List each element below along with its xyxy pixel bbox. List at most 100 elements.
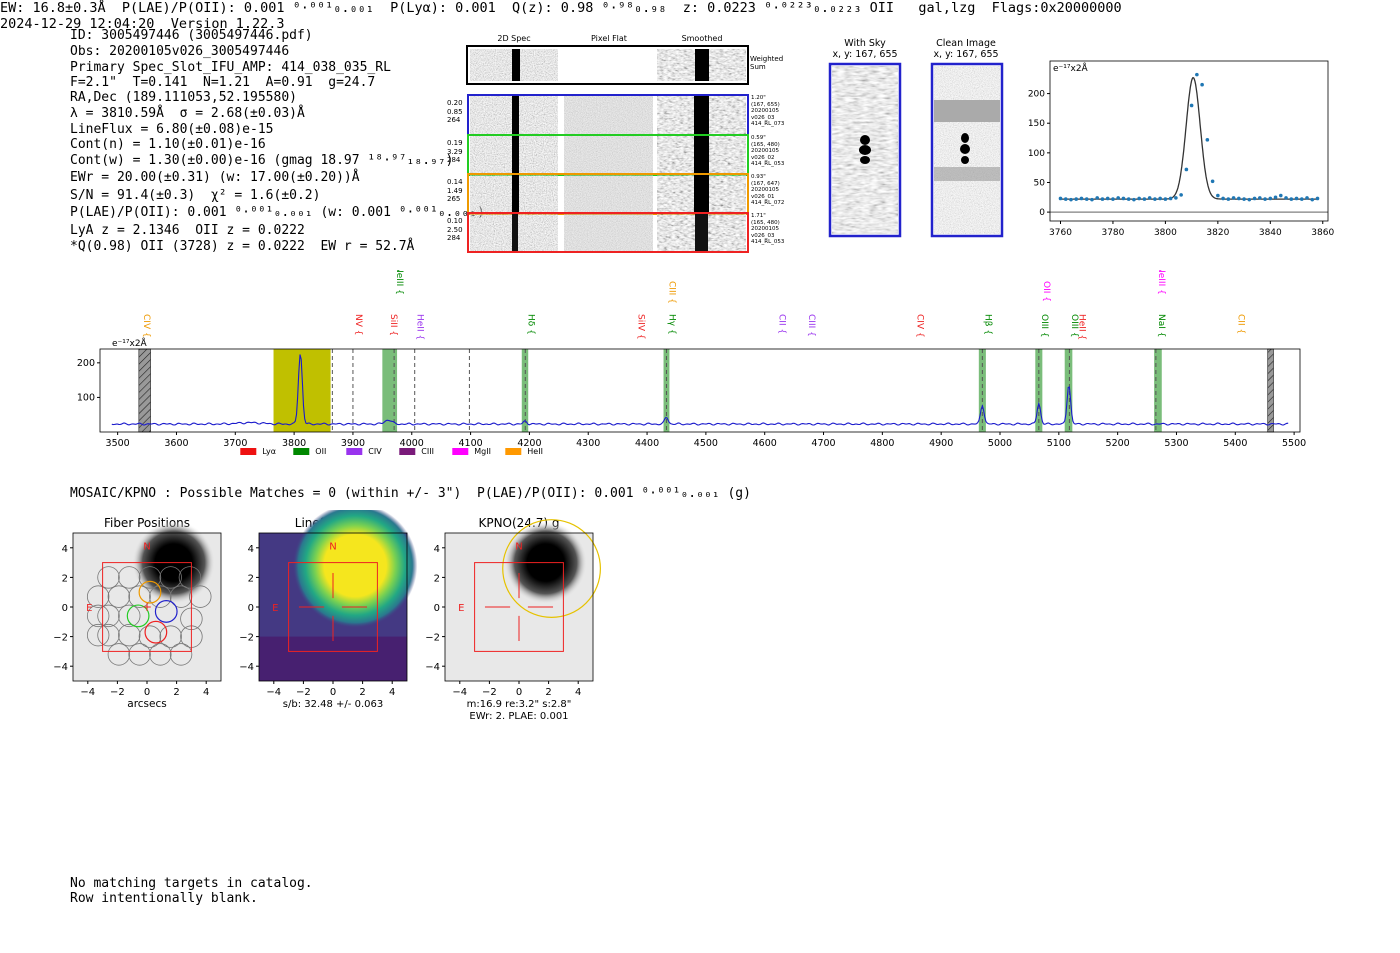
fiber-circle — [86, 585, 110, 608]
zoom-data-point — [1158, 196, 1162, 201]
legend-swatch — [399, 448, 416, 455]
spectral-line-label: CIII { — [806, 314, 816, 337]
panel-xtick-label: 4 — [575, 687, 581, 698]
zoom-data-point — [1163, 197, 1168, 201]
zoom-data-point — [1121, 196, 1126, 201]
spectral-line-label: NeIII { — [1156, 270, 1166, 295]
weighted-smoothed-trace — [695, 49, 709, 81]
zoom-data-point — [1116, 196, 1120, 200]
header-datetime: 2024-12-29 12:04:20 — [0, 16, 155, 32]
fiber-circle — [189, 585, 212, 608]
with-sky-title: With Sky x, y: 167, 655 — [832, 38, 898, 60]
spec-xtick-label: 3500 — [106, 438, 130, 449]
zoom-data-point — [1284, 196, 1288, 200]
spectral-line-label: CIII { — [666, 281, 676, 304]
fiber-circle — [128, 643, 151, 666]
aperture-ellipse — [502, 519, 602, 618]
zoom-data-point — [1252, 196, 1257, 201]
info-line: Obs: 20200105v026_3005497446 — [70, 44, 290, 59]
legend-label: OII — [315, 447, 326, 456]
fiber-center-marker: + — [142, 600, 152, 614]
clean-image — [930, 62, 1004, 238]
spectral-line-label: SiIV { — [635, 314, 645, 340]
spectral-line-label: CII { — [776, 314, 786, 334]
fiber-circle — [159, 566, 182, 589]
zoom-xtick-label: 3820 — [1206, 228, 1229, 235]
fiber-circle — [97, 604, 120, 628]
panel-subtitle: m:16.9 re:3.2" s:2.8" — [467, 699, 572, 710]
info-line: RA,Dec (189.111053,52.195580) — [70, 90, 297, 105]
zoom-data-point — [1216, 193, 1220, 198]
zoom-data-point — [1315, 196, 1320, 201]
spectral-line-label: SiII { — [388, 314, 398, 336]
mosaic-summary: MOSAIC/KPNO : Possible Matches = 0 (with… — [70, 486, 751, 501]
emission-window-band — [273, 349, 331, 432]
spectral-line-label: Hγ { — [666, 314, 676, 335]
row-stats-left: 0.14 1.49 265 — [447, 178, 463, 203]
fiber-row — [467, 173, 749, 215]
fiber-row-frame — [467, 212, 749, 253]
zoom-data-point — [1058, 196, 1063, 201]
fiber-circle — [169, 643, 193, 666]
fiber-circle — [159, 625, 182, 648]
panel-xtick-label: 0 — [516, 687, 522, 698]
header-datetime-version: 2024-12-29 12:04:20 Version 1.22.3 — [0, 16, 1400, 32]
legend-swatch — [452, 448, 469, 455]
zoom-data-point — [1132, 197, 1136, 202]
panel-xtick-label: −4 — [80, 687, 95, 698]
zoom-data-point — [1258, 196, 1262, 200]
zoom-ytick-label: 0 — [1039, 208, 1045, 218]
zoom-data-point — [1289, 197, 1294, 201]
panel-ytick-label: −4 — [425, 662, 440, 673]
fiber-circle — [128, 585, 151, 608]
clean-image-title: Clean Image x, y: 167, 655 — [933, 38, 999, 60]
panel-ytick-label: −4 — [53, 662, 68, 673]
panel-subtitle: s/b: 32.48 +/- 0.063 — [283, 699, 383, 710]
zoom-data-point — [1273, 195, 1278, 200]
zoom-data-point — [1105, 196, 1110, 201]
flux-map-blob — [293, 510, 418, 628]
info-line: Cont(n) = 1.10(±0.01)e-16 — [70, 137, 266, 152]
info-line: S/N = 91.4(±0.3) χ² = 1.6(±0.2) — [70, 188, 321, 203]
fiber-footprint-box — [102, 562, 192, 652]
spec-frame — [99, 348, 1301, 433]
line-match-band — [1154, 349, 1162, 432]
fiber-footprint-box — [474, 562, 564, 652]
fiber-circle-highlight — [144, 620, 168, 644]
fiber-circle — [118, 566, 141, 589]
panel-xtick-label: 4 — [389, 687, 395, 698]
spec-xtick-label: 4300 — [576, 438, 600, 449]
zoom-data-point — [1184, 167, 1189, 172]
fiber-circle — [178, 566, 202, 589]
weighted-sum-row — [466, 45, 749, 85]
fiber-circle — [107, 643, 131, 666]
spectral-line-label: HeII { — [1076, 314, 1086, 340]
zoom-fit-curve — [1060, 76, 1318, 200]
north-label: N — [143, 541, 150, 552]
spec-xtick-label: 3600 — [164, 438, 188, 449]
spec-xtick-label: 3700 — [223, 438, 247, 449]
east-label: E — [458, 603, 464, 614]
spec-xtick-label: 3800 — [282, 438, 306, 449]
spec-xtick-label: 5400 — [1223, 438, 1247, 449]
panel-ytick-label: 0 — [434, 603, 440, 614]
spectral-line-label: NaI { — [1156, 314, 1166, 338]
info-line: EWr = 20.00(±0.31) (w: 17.00(±0.20))Å — [70, 170, 360, 185]
header-version: Version 1.22.3 — [170, 16, 285, 32]
col-title-2d-spec: 2D Spec — [497, 34, 531, 43]
zoom-data-point — [1084, 197, 1089, 201]
line-match-band — [382, 349, 398, 432]
fiber-circle — [97, 623, 120, 647]
row-info-right: 0.93" (167, 647) 20200105 v026_01 414_RL_072 — [751, 174, 785, 207]
fiber-circle — [86, 623, 110, 647]
north-label: N — [515, 541, 522, 552]
legend-label: CIII — [421, 447, 434, 456]
spectral-line-label: CII { — [1235, 314, 1245, 334]
zoom-xtick-label: 3780 — [1101, 228, 1124, 235]
zoom-data-point — [1310, 197, 1315, 202]
info-line: ID: 3005497446 (3005497446.pdf) — [70, 28, 313, 43]
zoom-data-point — [1200, 82, 1204, 87]
panel-xtick-label: −2 — [110, 687, 125, 698]
zoom-data-point — [1247, 197, 1252, 202]
zoom-data-point — [1294, 196, 1299, 201]
